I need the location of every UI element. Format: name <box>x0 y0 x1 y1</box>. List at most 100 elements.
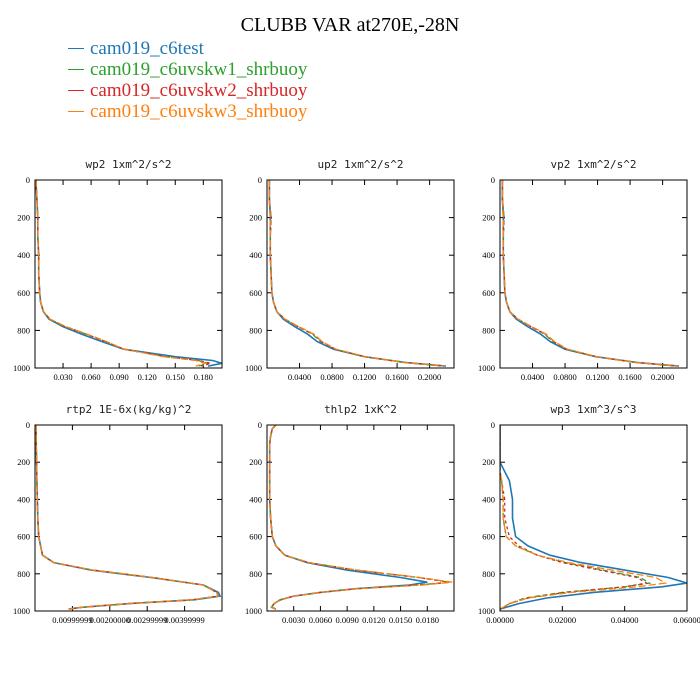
y-tick-label: 600 <box>249 288 262 298</box>
x-tick-label: 0.00000 <box>486 615 514 625</box>
series-line-cam019_c6uvskw3_shrbuoy <box>501 180 679 367</box>
x-tick-label: 0.180 <box>194 372 213 382</box>
series-line-cam019_c6uvskw2_shrbuoy <box>501 180 678 367</box>
panel-title: vp2 1xm^2/s^2 <box>550 158 636 171</box>
x-tick-label: 0.02000 <box>549 615 577 625</box>
legend-line-swatch <box>68 90 84 91</box>
legend-label: cam019_c6uvskw1_shrbuoy <box>90 58 308 80</box>
panel-title: wp3 1xm^3/s^3 <box>550 403 636 416</box>
x-tick-label: 0.0400 <box>521 372 544 382</box>
chart-panel: vp2 1xm^2/s^2 0 200 400 600 800 1000 0.0400 0.08… <box>478 158 688 382</box>
series-line-cam019_c6test <box>35 180 222 367</box>
legend-item: cam019_c6uvskw3_shrbuoy <box>68 101 307 122</box>
x-tick-label: 0.1600 <box>385 372 408 382</box>
legend-line-swatch <box>68 111 84 112</box>
y-tick-label: 0 <box>26 420 30 430</box>
series-line-cam019_c6uvskw1_shrbuoy <box>35 425 220 610</box>
legend-item: cam019_c6uvskw2_shrbuoy <box>68 80 307 101</box>
y-tick-label: 400 <box>249 494 262 504</box>
plot-frame <box>34 179 223 369</box>
x-tick-label: 0.06000 <box>673 615 700 625</box>
series-line-cam019_c6test <box>35 425 222 610</box>
series-line-cam019_c6uvskw3_shrbuoy <box>269 425 453 610</box>
series-line-cam019_c6uvskw2_shrbuoy <box>35 425 220 610</box>
legend-item: cam019_c6test <box>68 38 307 59</box>
y-tick-label: 600 <box>249 532 262 542</box>
panel-title: wp2 1xm^2/s^2 <box>85 158 171 171</box>
y-tick-label: 400 <box>17 250 30 260</box>
x-tick-label: 0.0180 <box>416 615 439 625</box>
y-tick-label: 1000 <box>245 606 262 616</box>
y-tick-label: 600 <box>17 532 30 542</box>
chart-panel: up2 1xm^2/s^2 0 200 400 600 800 1000 0.0400 0.08… <box>245 158 455 382</box>
x-tick-label: 0.00399999 <box>164 615 204 625</box>
panel-title: rtp2 1E-6x(kg/kg)^2 <box>66 403 192 416</box>
series-line-cam019_c6uvskw1_shrbuoy <box>268 180 445 367</box>
x-tick-label: 0.0400 <box>288 372 311 382</box>
plot-frame <box>499 424 688 612</box>
y-tick-label: 200 <box>249 213 262 223</box>
series-group <box>35 425 222 610</box>
x-tick-label: 0.0090 <box>335 615 358 625</box>
x-tick-label: 0.00200000 <box>90 615 130 625</box>
legend-label: cam019_c6test <box>90 37 204 59</box>
x-tick-label: 0.2000 <box>651 372 674 382</box>
series-line-cam019_c6uvskw3_shrbuoy <box>268 180 446 367</box>
y-tick-label: 800 <box>17 569 30 579</box>
y-tick-label: 800 <box>249 569 262 579</box>
y-tick-label: 800 <box>482 325 495 335</box>
y-tick-label: 0 <box>491 420 495 430</box>
series-line-cam019_c6test <box>501 180 679 367</box>
plot-frame <box>266 424 455 612</box>
y-tick-label: 200 <box>17 457 30 467</box>
y-tick-label: 200 <box>17 213 30 223</box>
x-tick-label: 0.120 <box>138 372 157 382</box>
x-tick-label: 0.1200 <box>353 372 376 382</box>
x-tick-label: 0.030 <box>53 372 72 382</box>
series-line-cam019_c6test <box>500 425 687 610</box>
series-group <box>501 180 679 367</box>
y-tick-label: 1000 <box>245 363 262 373</box>
y-tick-label: 400 <box>249 250 262 260</box>
series-group <box>35 180 222 367</box>
panel-title: up2 1xm^2/s^2 <box>317 158 403 171</box>
x-tick-label: 0.00999999 <box>52 615 92 625</box>
x-tick-label: 0.2000 <box>418 372 441 382</box>
plot-frame <box>266 179 455 369</box>
plot-frame <box>34 424 223 612</box>
panel-title: thlp2 1xK^2 <box>324 403 397 416</box>
y-tick-label: 600 <box>17 288 30 298</box>
chart-panel: thlp2 1xK^2 0 200 400 600 800 1000 0.0030 0.0060… <box>245 403 455 625</box>
legend-label: cam019_c6uvskw3_shrbuoy <box>90 100 308 122</box>
x-tick-label: 0.090 <box>110 372 129 382</box>
y-tick-label: 0 <box>26 175 30 185</box>
series-line-cam019_c6uvskw2_shrbuoy <box>500 425 649 610</box>
y-tick-label: 0 <box>258 175 262 185</box>
legend-item: cam019_c6uvskw1_shrbuoy <box>68 59 307 80</box>
x-tick-label: 0.00299999 <box>127 615 167 625</box>
chart-panel: rtp2 1E-6x(kg/kg)^2 0 200 400 600 800 1000 0.00… <box>13 403 223 625</box>
x-tick-label: 0.0800 <box>553 372 576 382</box>
x-tick-label: 0.0120 <box>362 615 385 625</box>
figure-title: CLUBB VAR at270E,-28N <box>240 14 460 36</box>
y-tick-label: 200 <box>249 457 262 467</box>
y-tick-label: 600 <box>482 532 495 542</box>
series-line-cam019_c6uvskw3_shrbuoy <box>500 425 668 610</box>
x-tick-label: 0.0030 <box>282 615 305 625</box>
y-tick-label: 400 <box>482 250 495 260</box>
y-tick-label: 1000 <box>13 606 30 616</box>
series-line-cam019_c6uvskw1_shrbuoy <box>35 180 211 367</box>
x-tick-label: 0.1600 <box>618 372 641 382</box>
y-tick-label: 1000 <box>13 363 30 373</box>
x-tick-label: 0.1200 <box>586 372 609 382</box>
series-line-cam019_c6uvskw3_shrbuoy <box>35 180 208 367</box>
series-line-cam019_c6uvskw1_shrbuoy <box>500 425 652 610</box>
x-tick-label: 0.0800 <box>320 372 343 382</box>
y-tick-label: 800 <box>17 325 30 335</box>
y-tick-label: 0 <box>258 420 262 430</box>
y-tick-label: 1000 <box>478 363 495 373</box>
series-group <box>500 425 687 610</box>
y-tick-label: 200 <box>482 457 495 467</box>
